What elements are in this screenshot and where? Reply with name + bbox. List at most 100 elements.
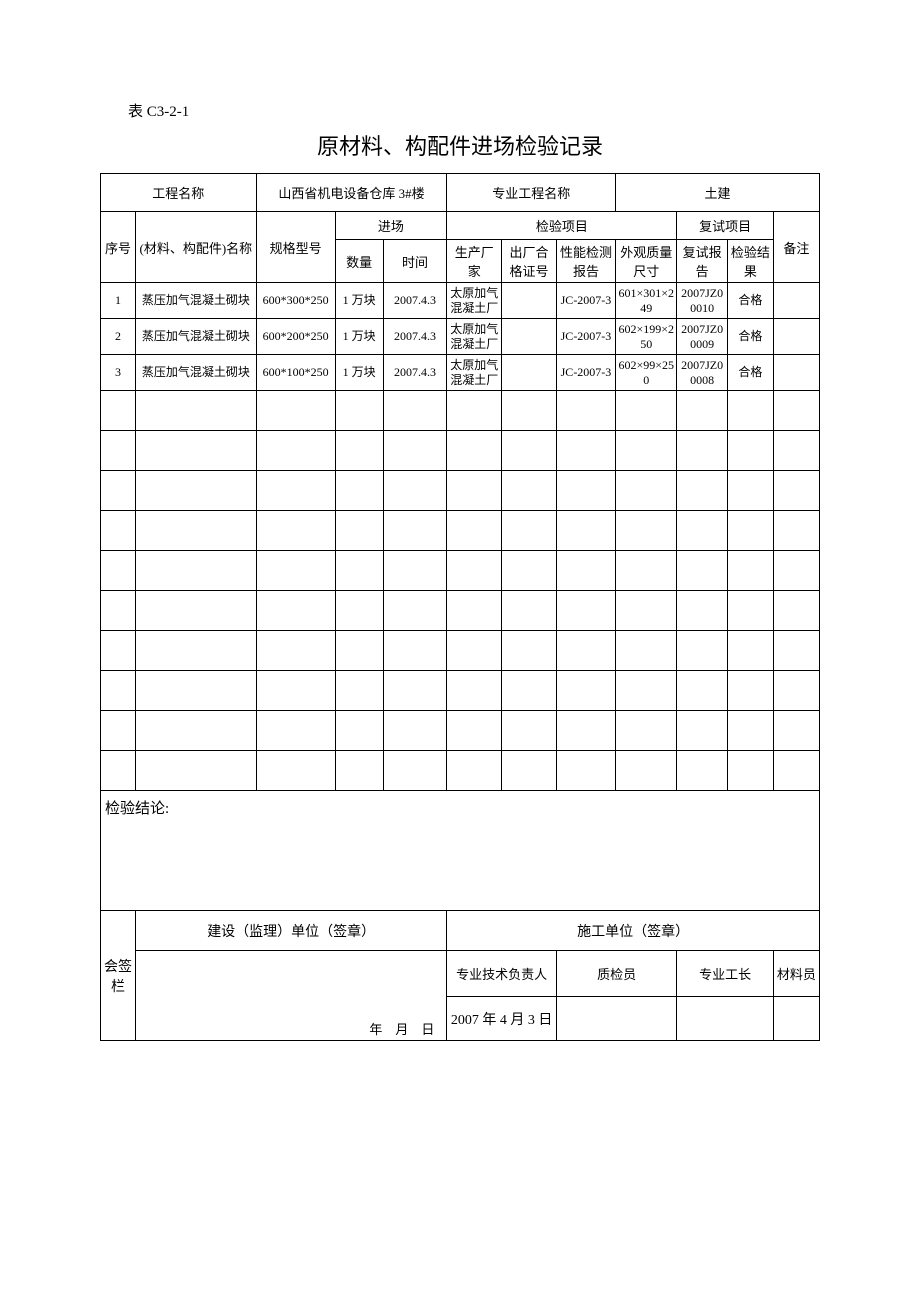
- cell-qty: 1 万块: [335, 319, 383, 355]
- empty-cell: [101, 751, 136, 791]
- material-clerk-blank: [773, 997, 819, 1041]
- empty-cell: [256, 431, 335, 471]
- label-project-name: 工程名称: [101, 174, 257, 212]
- empty-cell: [256, 551, 335, 591]
- cell-remark: [773, 283, 819, 319]
- empty-cell: [556, 631, 615, 671]
- empty-cell: [502, 431, 557, 471]
- cell-retest_rpt: 2007JZ00008: [677, 355, 727, 391]
- empty-cell: [335, 471, 383, 511]
- empty-cell: [502, 631, 557, 671]
- label-time: 时间: [383, 240, 447, 283]
- label-arrival: 进场: [335, 212, 447, 240]
- table-row-empty: [101, 431, 820, 471]
- cell-cert: [502, 319, 557, 355]
- empty-cell: [727, 671, 773, 711]
- empty-cell: [773, 551, 819, 591]
- empty-cell: [502, 471, 557, 511]
- empty-cell: [677, 631, 727, 671]
- empty-cell: [383, 591, 447, 631]
- table-row-empty: [101, 711, 820, 751]
- empty-cell: [616, 551, 677, 591]
- qc-blank: [556, 997, 677, 1041]
- empty-cell: [136, 751, 257, 791]
- empty-cell: [502, 591, 557, 631]
- table-row-empty: [101, 671, 820, 711]
- empty-cell: [101, 511, 136, 551]
- table-row-empty: [101, 631, 820, 671]
- empty-cell: [447, 551, 502, 591]
- foreman-blank: [677, 997, 773, 1041]
- cell-retest_res: 合格: [727, 319, 773, 355]
- empty-cell: [773, 671, 819, 711]
- label-construction: 施工单位（签章）: [447, 911, 820, 951]
- cell-remark: [773, 319, 819, 355]
- construction-date: 2007 年 4 月 3 日: [447, 997, 557, 1041]
- empty-cell: [616, 511, 677, 551]
- empty-cell: [616, 471, 677, 511]
- empty-cell: [773, 751, 819, 791]
- cell-maker: 太原加气混凝土厂: [447, 355, 502, 391]
- form-code: 表 C3-2-1: [128, 100, 820, 121]
- empty-cell: [136, 431, 257, 471]
- cell-remark: [773, 355, 819, 391]
- empty-cell: [447, 631, 502, 671]
- empty-cell: [773, 391, 819, 431]
- empty-cell: [677, 391, 727, 431]
- label-inspect-items: 检验项目: [447, 212, 677, 240]
- empty-cell: [136, 591, 257, 631]
- empty-cell: [447, 431, 502, 471]
- empty-cell: [677, 751, 727, 791]
- label-remark: 备注: [773, 212, 819, 283]
- empty-cell: [616, 591, 677, 631]
- cell-appear: 601×301×249: [616, 283, 677, 319]
- empty-cell: [256, 391, 335, 431]
- supervisor-date: 年 月 日: [136, 951, 447, 1041]
- empty-cell: [556, 591, 615, 631]
- empty-cell: [447, 391, 502, 431]
- empty-cell: [616, 751, 677, 791]
- label-cert: 出厂合格证号: [502, 240, 557, 283]
- value-project-name: 山西省机电设备仓库 3#楼: [256, 174, 447, 212]
- label-retest-result: 检验结果: [727, 240, 773, 283]
- empty-cell: [335, 431, 383, 471]
- empty-cell: [773, 511, 819, 551]
- cell-maker: 太原加气混凝土厂: [447, 283, 502, 319]
- empty-cell: [101, 471, 136, 511]
- empty-cell: [727, 751, 773, 791]
- empty-cell: [447, 711, 502, 751]
- empty-cell: [383, 551, 447, 591]
- empty-cell: [383, 711, 447, 751]
- empty-cell: [447, 591, 502, 631]
- empty-cell: [773, 471, 819, 511]
- empty-cell: [383, 631, 447, 671]
- cell-perf: JC-2007-3: [556, 355, 615, 391]
- cell-seq: 1: [101, 283, 136, 319]
- table-row: 1蒸压加气混凝土砌块600*300*2501 万块2007.4.3太原加气混凝土…: [101, 283, 820, 319]
- cell-perf: JC-2007-3: [556, 283, 615, 319]
- empty-cell: [101, 431, 136, 471]
- empty-cell: [383, 671, 447, 711]
- empty-cell: [335, 591, 383, 631]
- empty-cell: [335, 751, 383, 791]
- empty-cell: [727, 631, 773, 671]
- empty-cell: [447, 671, 502, 711]
- empty-cell: [101, 391, 136, 431]
- empty-cell: [727, 551, 773, 591]
- empty-cell: [773, 431, 819, 471]
- label-retest-report: 复试报告: [677, 240, 727, 283]
- cell-cert: [502, 283, 557, 319]
- empty-cell: [256, 471, 335, 511]
- empty-cell: [677, 471, 727, 511]
- empty-cell: [101, 551, 136, 591]
- empty-cell: [256, 511, 335, 551]
- label-tech-leader: 专业技术负责人: [447, 951, 557, 997]
- empty-cell: [677, 671, 727, 711]
- empty-cell: [335, 551, 383, 591]
- value-spec-project: 土建: [616, 174, 820, 212]
- empty-cell: [383, 751, 447, 791]
- empty-cell: [727, 431, 773, 471]
- empty-cell: [773, 631, 819, 671]
- empty-cell: [556, 751, 615, 791]
- empty-cell: [727, 391, 773, 431]
